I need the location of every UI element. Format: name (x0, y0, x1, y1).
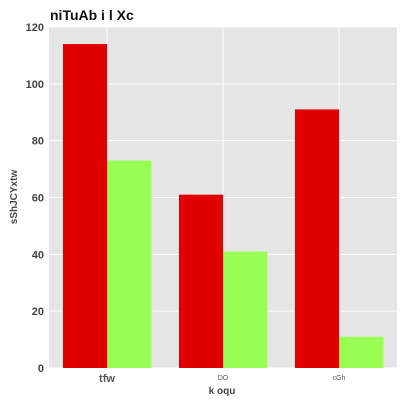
bars (62, 44, 384, 369)
y-tick-label: 0 (38, 363, 44, 375)
bar (178, 194, 223, 368)
x-tick-label: cGh (333, 375, 346, 382)
chart-title: niTuAb i l Xc (50, 7, 134, 23)
y-tick-label: 20 (32, 306, 44, 318)
x-axis-ticks: tfw DO cGh (99, 373, 345, 385)
x-tick-label: tfw (99, 373, 115, 385)
x-tick-label: DO (218, 375, 229, 382)
y-tick-label: 120 (26, 22, 44, 34)
bar (294, 109, 339, 369)
y-tick-label: 40 (32, 249, 44, 261)
y-axis-label: sShJCYxtw (9, 170, 20, 225)
y-axis-ticks: 0 20 40 60 80 100 120 (26, 22, 44, 375)
bar (62, 44, 107, 369)
bar (107, 160, 152, 368)
x-axis-label: k oqu (209, 386, 236, 397)
bar (339, 336, 384, 368)
bar (223, 251, 268, 368)
y-tick-label: 100 (26, 79, 44, 91)
y-tick-label: 60 (32, 193, 44, 205)
y-tick-label: 80 (32, 136, 44, 148)
